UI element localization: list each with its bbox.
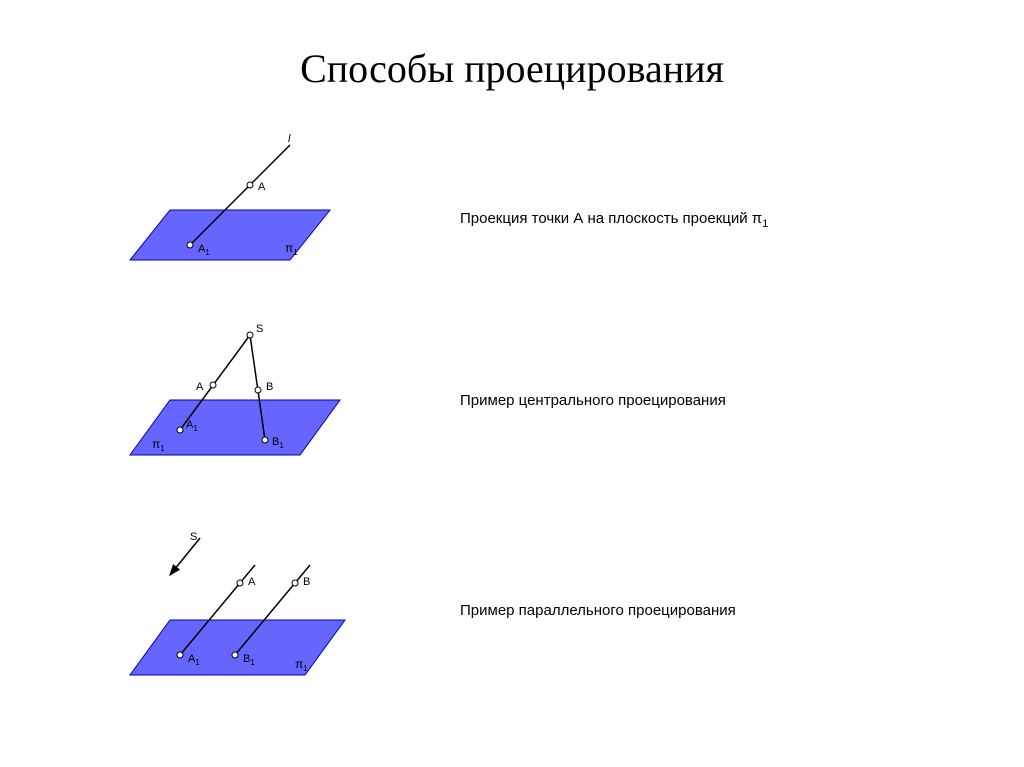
point-marker bbox=[237, 580, 243, 586]
point-marker bbox=[247, 332, 253, 338]
diagram-row-3: ABA1B1π1SПример параллельного проецирова… bbox=[0, 520, 1024, 700]
point-marker bbox=[255, 387, 261, 393]
extra-label: l bbox=[288, 133, 291, 145]
diagram-row-1: A1Aπ1lПроекция точки А на плоскость прое… bbox=[0, 130, 1024, 310]
diagram-caption: Проекция точки А на плоскость проекций π… bbox=[370, 210, 768, 230]
point-marker bbox=[210, 382, 216, 388]
direction-arrow bbox=[170, 538, 200, 575]
point-marker bbox=[177, 427, 183, 433]
projection-diagram: SABA1B1π1 bbox=[110, 310, 370, 490]
point-marker bbox=[232, 652, 238, 658]
diagram-caption: Пример параллельного проецирования bbox=[370, 602, 736, 619]
point-label: B bbox=[266, 381, 273, 393]
projection-diagram: A1Aπ1l bbox=[110, 130, 370, 310]
page-title: Способы проецирования bbox=[0, 0, 1024, 92]
diagram-svg: SABA1B1π1 bbox=[110, 310, 370, 490]
diagram-row-2: SABA1B1π1Пример центрального проецирован… bbox=[0, 310, 1024, 490]
point-label: S bbox=[256, 323, 263, 335]
diagram-svg: ABA1B1π1S bbox=[110, 520, 370, 700]
point-label: A bbox=[196, 381, 204, 393]
point-marker bbox=[247, 182, 253, 188]
projection-plane bbox=[130, 620, 345, 675]
point-marker bbox=[262, 437, 268, 443]
extra-label: S bbox=[190, 531, 197, 543]
diagram-svg: A1Aπ1l bbox=[110, 130, 370, 310]
point-label: A bbox=[248, 576, 256, 588]
projection-plane bbox=[130, 210, 330, 260]
point-label: A bbox=[258, 181, 266, 193]
diagram-caption: Пример центрального проецирования bbox=[370, 392, 726, 409]
point-label: B bbox=[303, 576, 310, 588]
point-marker bbox=[177, 652, 183, 658]
point-marker bbox=[187, 242, 193, 248]
projection-diagram: ABA1B1π1S bbox=[110, 520, 370, 700]
point-marker bbox=[292, 580, 298, 586]
